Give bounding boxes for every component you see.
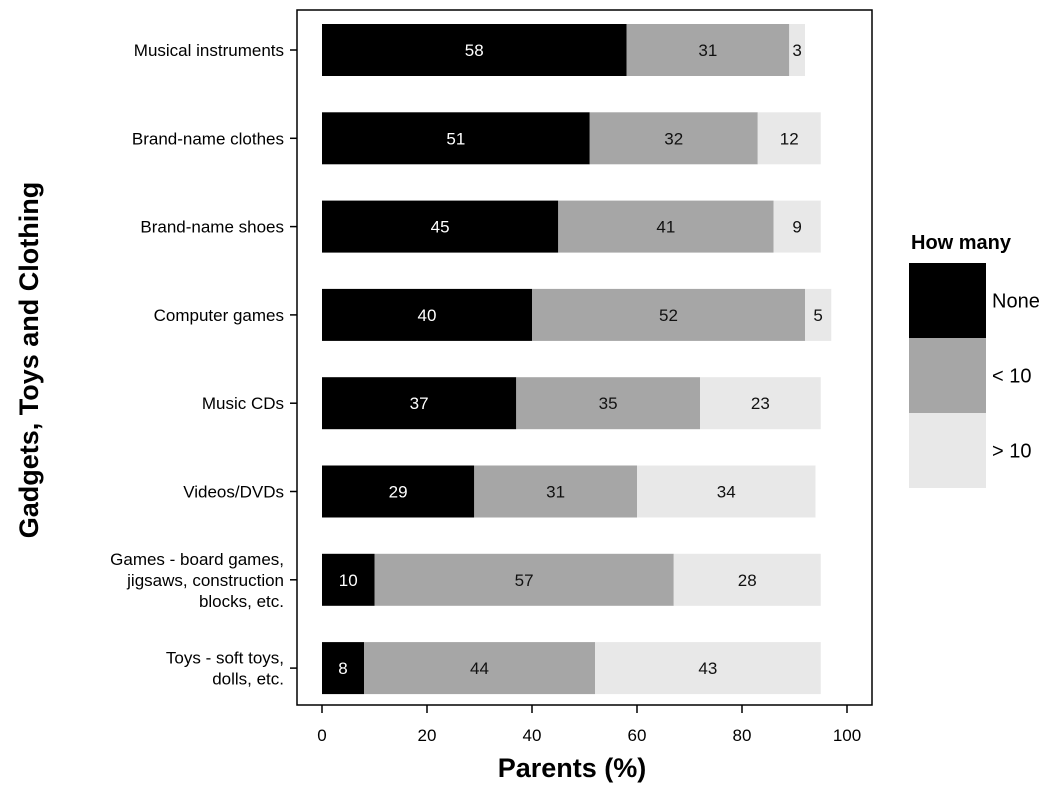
category-label: Brand-name shoes [140,218,284,237]
data-label: 8 [338,659,347,678]
data-label: 34 [717,483,736,502]
bar-segment [773,200,821,253]
bar-segment [532,288,805,341]
bar-segment [595,642,821,695]
bar-segment [322,112,590,165]
bar-segment [558,200,774,253]
bar-segment [322,465,475,518]
y-axis-title: Gadgets, Toys and Clothing [14,182,44,539]
data-label: 31 [546,483,565,502]
bar-segment [322,553,375,606]
legend-key [909,413,986,488]
legend-label: > 10 [992,441,1031,463]
data-label: 44 [470,659,489,678]
data-label: 28 [738,571,757,590]
data-label: 31 [698,41,717,60]
category-label-line: Brand-name clothes [132,129,284,148]
legend-key [909,338,986,413]
category-label-line: Videos/DVDs [183,483,284,502]
bar-segment [322,377,517,430]
data-label: 57 [515,571,534,590]
bar-segment [322,642,364,695]
category-label-line: Brand-name shoes [140,218,284,237]
data-label: 45 [431,218,450,237]
bar-segment [757,112,821,165]
category-label-line: Musical instruments [134,41,284,60]
data-label: 35 [599,394,618,413]
data-label: 51 [446,129,465,148]
bar-segment [322,288,532,341]
bar-segment [322,24,627,76]
legend: How many None < 10 > 10 [909,232,1040,488]
bar-segment [322,200,559,253]
data-label: 40 [418,306,437,325]
bar-segment [626,24,790,76]
data-label: 23 [751,394,770,413]
bar-segment [364,642,595,695]
category-label: Toys - soft toys, dolls, etc. [166,649,284,689]
legend-label: < 10 [992,366,1031,388]
legend-label: None [992,291,1040,313]
data-label: 3 [792,41,801,60]
x-tick-label: 100 [833,726,861,745]
x-tick-label: 60 [628,726,647,745]
x-tick-label: 80 [733,726,752,745]
category-label-line: Games - board games, [110,550,284,569]
data-label: 10 [339,571,358,590]
bar-segment [789,24,805,76]
category-label-line: blocks, etc. [199,592,284,611]
bars-layer: 58 31 3 51 32 12 45 41 9 40 52 5 37 35 23 29 31 34 10 57 28 8… [322,24,832,695]
bar-segment [474,465,637,518]
data-label: 29 [389,483,408,502]
category-label-line: Music CDs [202,394,284,413]
legend-title: How many [911,232,1012,254]
category-label-line: jigsaws, construction [126,571,284,590]
bar-segment [374,553,674,606]
bar-segment [805,288,832,341]
category-label: Music CDs [202,394,284,413]
category-label-line: Computer games [154,306,284,325]
data-label: 37 [410,394,429,413]
bar-segment [516,377,700,430]
x-axis: 0 20 40 60 80 100 [317,705,861,745]
bar-segment [700,377,821,430]
category-label: Games - board games, jigsaws, constructio… [110,550,284,611]
legend-key [909,263,986,338]
category-label: Musical instruments [134,41,284,60]
bar-segment [673,553,821,606]
x-tick-label: 40 [523,726,542,745]
data-label: 9 [792,218,801,237]
data-label: 32 [664,129,683,148]
data-label: 12 [780,129,799,148]
bar-segment [637,465,816,518]
category-label: Videos/DVDs [183,483,284,502]
data-label: 41 [656,218,675,237]
bar-segment [589,112,758,165]
y-axis: Musical instruments Brand-name clothes Bra… [110,41,297,689]
data-label: 43 [698,659,717,678]
category-label: Computer games [154,306,284,325]
category-label-line: Toys - soft toys, [166,649,284,668]
data-label: 5 [813,306,822,325]
x-axis-title: Parents (%) [498,753,647,783]
category-label-line: dolls, etc. [212,670,284,689]
data-label: 58 [465,41,484,60]
data-label: 52 [659,306,678,325]
x-tick-label: 20 [418,726,437,745]
x-tick-label: 0 [317,726,326,745]
category-label: Brand-name clothes [132,129,284,148]
